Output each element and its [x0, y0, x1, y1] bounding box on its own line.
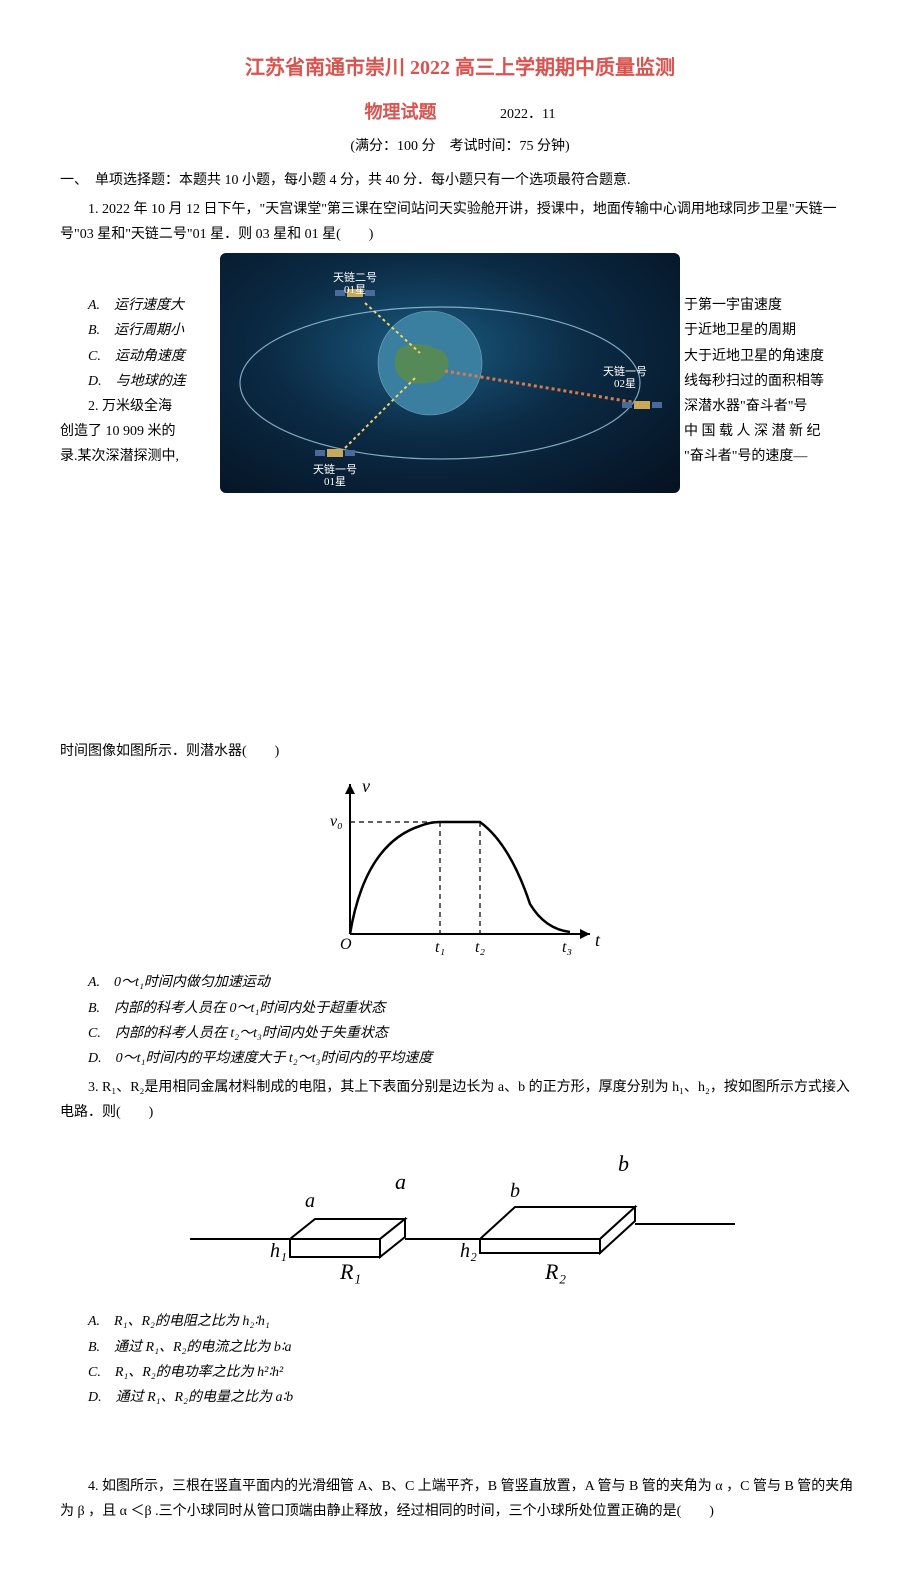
q2-stem-a-left: 2. 万米级全海: [88, 399, 172, 414]
q1-opt-b-left: B. 运行周期小: [88, 323, 184, 338]
vt-origin: O: [340, 936, 352, 953]
spacer: [60, 1410, 860, 1470]
vt-t2: t₂: [475, 939, 485, 956]
q3-opt-b: B. 通过 R₁、R₂的电流之比为 b∶a: [88, 1335, 860, 1360]
q1-right-col: 于第一宇宙速度 于近地卫星的周期 大于近地卫星的角速度 线每秒扫过的面积相等 深…: [684, 293, 864, 469]
svg-text:01星: 01星: [344, 283, 366, 296]
q1-left-col: A. 运行速度大 B. 运行周期小 C. 运动角速度 D. 与地球的连 2. 万…: [60, 293, 220, 469]
q1-opt-a-left: A. 运行速度大: [88, 298, 184, 313]
page-title: 江苏省南通市崇川 2022 高三上学期期中质量监测: [60, 50, 860, 86]
q1-opt-b-right: 于近地卫星的周期: [684, 323, 796, 338]
q1-opt-d-right: 线每秒扫过的面积相等: [684, 374, 824, 389]
q2-opt-c: C. 内部的科考人员在 t₂～t₃时间内处于失重状态: [88, 1021, 860, 1046]
q3-stem: 3. R₁、R₂是用相同金属材料制成的电阻，其上下表面分别是边长为 a、b 的正…: [60, 1075, 860, 1125]
q1-figure-wrap: A. 运行速度大 B. 运行周期小 C. 运动角速度 D. 与地球的连 2. 万…: [60, 253, 860, 493]
vt-t3: t₃: [562, 939, 572, 956]
subtitle-row: 物理试题 2022．11: [60, 96, 860, 128]
sat-label-top: 天链二号: [333, 270, 377, 284]
exam-date: 2022．11: [500, 107, 555, 122]
q2-stem-c-right: "奋斗者"号的速度—: [684, 449, 807, 464]
exam-meta: (满分：100 分 考试时间：75 分钟): [60, 134, 860, 159]
q2-stem-c-left: 录.某次深潜探测中,: [60, 449, 179, 464]
q3-a1: a: [305, 1190, 315, 1212]
subtitle: 物理试题: [365, 102, 437, 122]
q1-opt-a-right: 于第一宇宙速度: [684, 298, 782, 313]
q3-r2: R₂: [544, 1259, 566, 1284]
sat-label-right: 天链一号: [603, 364, 647, 378]
q3-h1: h₁: [270, 1240, 287, 1262]
q3-opt-d: D. 通过 R₁、R₂的电量之比为 a∶b: [88, 1385, 860, 1410]
q1-opt-d-left: D. 与地球的连: [88, 374, 186, 389]
vt-ylabel: v: [362, 776, 370, 796]
q2-opt-d: D. 0～t₁时间内的平均速度大于 t₂～t₃时间内的平均速度: [88, 1046, 860, 1071]
section-1-header: 一、 单项选择题：本题共 10 小题，每小题 4 分，共 40 分．每小题只有一…: [60, 168, 860, 193]
q1-opt-c-right: 大于近地卫星的角速度: [684, 349, 824, 364]
q3-b2: b: [618, 1151, 629, 1176]
svg-text:01星: 01星: [324, 475, 346, 488]
vt-t1: t₁: [435, 939, 445, 956]
q3-opt-c: C. R₁、R₂的电功率之比为 h²∶h²: [88, 1360, 860, 1385]
q2-stem-tail: 时间图像如图所示．则潜水器( ): [60, 493, 860, 764]
q3-h2: h₂: [460, 1240, 477, 1262]
q3-opt-a: A. R₁、R₂的电阻之比为 h₂∶h₁: [88, 1309, 860, 1334]
q2-stem-b-right: 中 国 载 人 深 潜 新 纪: [684, 424, 821, 439]
q2-stem-a-right: 深潜水器"奋斗者"号: [684, 399, 807, 414]
vt-v0: v₀: [330, 813, 343, 830]
q3-figure: a a h₁ R₁ b b h₂ R₂: [180, 1139, 740, 1299]
q1-opt-c-left: C. 运动角速度: [88, 349, 185, 364]
q2-opt-b: B. 内部的科考人员在 0～t₁时间内处于超重状态: [88, 996, 860, 1021]
q4-stem: 4. 如图所示，三根在竖直平面内的光滑细管 A、B、C 上端平齐，B 管竖直放置…: [60, 1474, 860, 1524]
q3-r1: R₁: [339, 1259, 361, 1284]
q2-opt-a: A. 0～t₁时间内做匀加速运动: [88, 970, 860, 995]
svg-text:02星: 02星: [614, 377, 636, 390]
q1-stem: 1. 2022 年 10 月 12 日下午，"天宫课堂"第三课在空间站问天实验舱…: [60, 197, 860, 247]
sat-label-left: 天链一号: [313, 462, 357, 476]
q3-b1: b: [510, 1180, 520, 1202]
q2-stem-b-left: 创造了 10 909 米的: [60, 424, 176, 439]
q1-satellite-image: 天链二号 01星 天链一号 01星 天链一号 02星: [220, 253, 680, 493]
q3-a2: a: [395, 1169, 406, 1194]
vt-xlabel: t: [595, 930, 601, 950]
q2-vt-graph: v t O v₀ t₁ t₂ t₃: [310, 774, 610, 964]
